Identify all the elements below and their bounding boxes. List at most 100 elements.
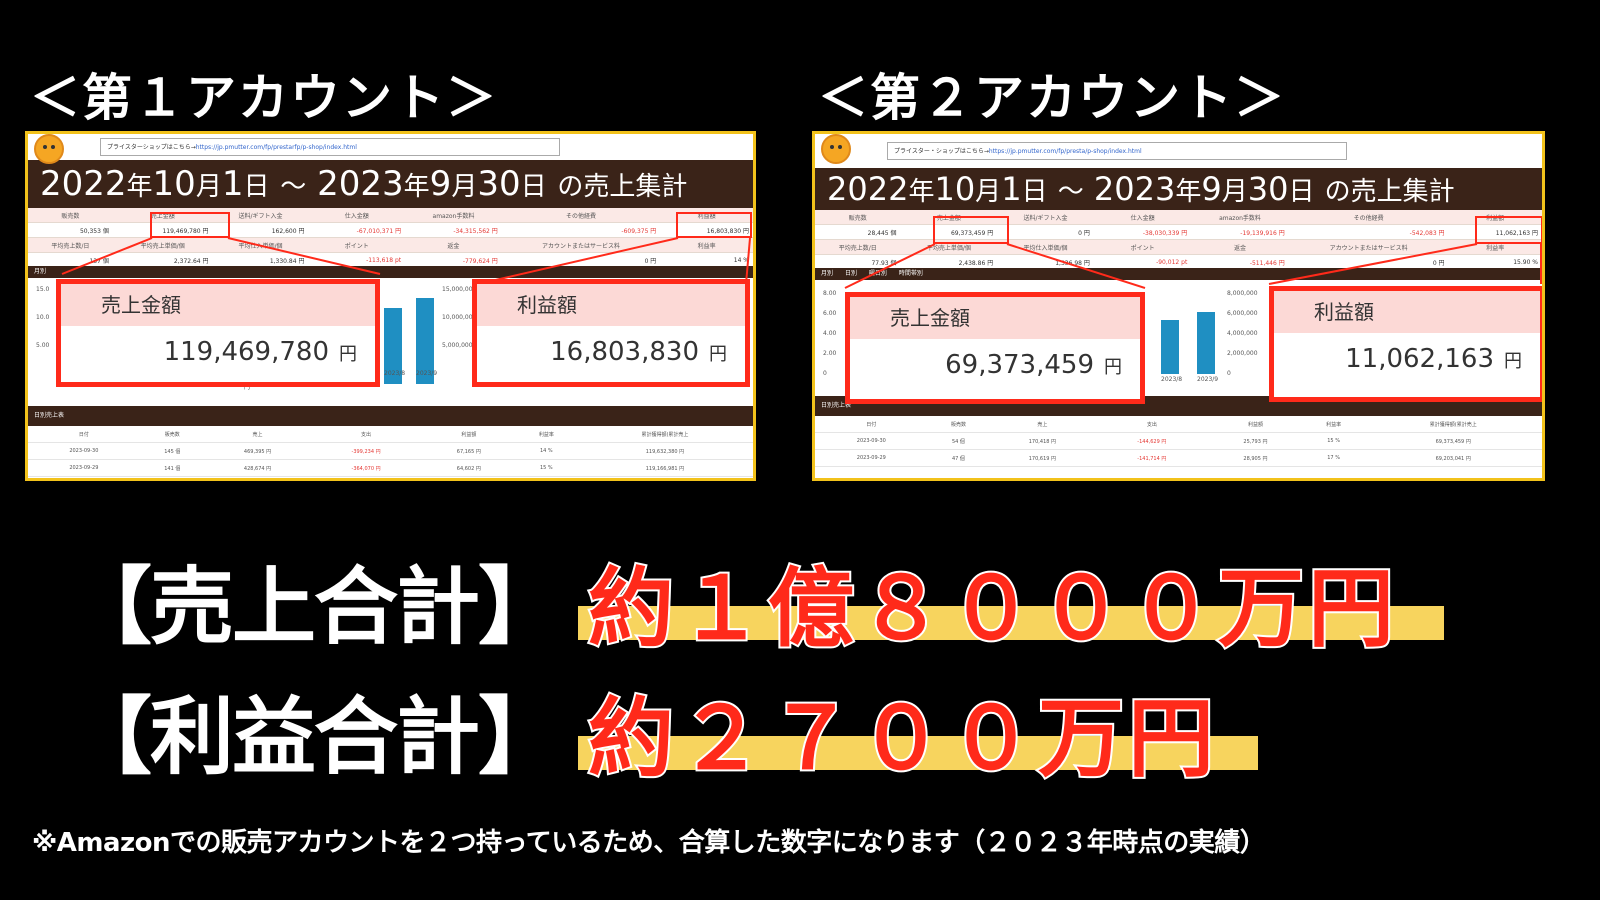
daily-header: 累計獲得額(累計売上: [576, 426, 753, 443]
x-tick-label: 2023/8: [1161, 376, 1183, 383]
axis-left-tick: 6.00: [823, 310, 837, 317]
end-month: 9: [1201, 170, 1222, 208]
mascot-icon: [34, 134, 64, 164]
daily-cell: 170,418 円: [989, 432, 1096, 450]
tab-monthly[interactable]: 月別: [34, 268, 47, 275]
stat-label: 平均仕入単価/個: [212, 237, 309, 253]
period-suffix: の売上集計: [1324, 177, 1455, 207]
sales-callout-label: 売上金額: [61, 284, 375, 326]
profit-callout: 利益額 16,803,830 円: [472, 279, 750, 387]
stat-label: 返金: [1191, 239, 1289, 255]
daily-header: 支出: [1095, 416, 1209, 433]
panel-header: プライスターショップはこちら→https://jp.pmutter.com/fp…: [28, 134, 753, 164]
chart-bar: [384, 308, 402, 384]
stat-label: 利益額: [660, 208, 753, 223]
mascot-icon: [821, 134, 851, 164]
daily-cell: 2023-09-30: [28, 442, 140, 460]
axis-left-tick: 5.00: [36, 342, 50, 349]
daily-cell: 25,793 円: [1208, 432, 1303, 450]
chart-tabs: 月別 日別 曜日別 時間帯別: [815, 268, 1542, 280]
shop-link-text: プライスターショップはこちら→: [107, 144, 196, 151]
daily-cell: 469,395 円: [204, 442, 311, 460]
yen-unit: 円: [1504, 351, 1522, 372]
shop-link[interactable]: https://jp.pmutter.com/fp/presta/p-shop/…: [988, 148, 1142, 155]
chart-bar: [1161, 320, 1179, 374]
sales-callout-value-row: 119,469,780 円: [61, 326, 375, 378]
daily-header: 利益額: [421, 426, 516, 443]
sales-callout-label: 売上金額: [850, 297, 1140, 339]
tab-monthly[interactable]: 月別: [821, 270, 834, 277]
chart-bar: [1197, 312, 1215, 374]
stat-value: -542,083 円: [1288, 224, 1449, 240]
sales-total-label: 【売上合計】: [68, 558, 562, 656]
daily-cell: -399,234 円: [310, 442, 422, 460]
chart-bar: [416, 298, 434, 384]
stats-table: 販売数 売上金額 送料/ギフト入金 仕入金額 amazon手数料 その他経費 利…: [28, 208, 753, 268]
daily-header: 利益率: [1302, 416, 1365, 433]
period-suffix: の売上集計: [557, 172, 688, 202]
daily-header: 利益率: [515, 426, 577, 443]
daily-header: 販売数: [139, 426, 205, 443]
daily-cell: 54 個: [927, 432, 990, 450]
stat-label: 返金: [405, 237, 502, 253]
daily-cell: 28,905 円: [1208, 449, 1303, 467]
footnote: ※Amazonでの販売アカウントを２つ持っているため、合算した数字になります（２…: [32, 828, 1266, 858]
tab-weekday[interactable]: 曜日別: [868, 270, 887, 277]
stat-label: 仕入金額: [308, 208, 406, 223]
stat-label: 送料/ギフト入金: [997, 210, 1094, 225]
daily-header: 売上: [989, 416, 1096, 433]
stat-value: -609,375 円: [501, 222, 661, 238]
stat-label: その他経費: [1288, 210, 1449, 225]
stat-value: -19,139,916 円: [1191, 224, 1289, 240]
daily-cell: 47 個: [927, 449, 990, 467]
start-month: 10: [152, 164, 196, 204]
account1-screenshot: プライスターショップはこちら→https://jp.pmutter.com/fp…: [25, 131, 756, 481]
stat-label: 平均仕入単価/個: [997, 239, 1094, 255]
stat-label: 販売数: [815, 210, 901, 225]
stat-value: -34,315,562 円: [405, 222, 502, 238]
period-title: 2022年10月1日 ～ 2023年9月30日 の売上集計: [815, 168, 1542, 210]
shop-link[interactable]: https://jp.pmutter.com/fp/prestarfp/p-sh…: [195, 144, 357, 151]
daily-header: 累計獲得額(累計売上: [1364, 416, 1542, 433]
tab-daily[interactable]: 日別: [844, 270, 857, 277]
stat-label: 利益率: [660, 237, 753, 253]
sales-callout-value-row: 69,373,459 円: [850, 339, 1140, 391]
daily-header: 日付: [28, 426, 140, 443]
axis-right-tick: 2,000,000: [1227, 350, 1258, 357]
tab-hourly[interactable]: 時間帯別: [898, 270, 923, 277]
day-kanji: 日: [1021, 177, 1048, 207]
stat-value: -38,030,339 円: [1093, 224, 1192, 240]
stats-table: 販売数 売上金額 送料/ギフト入金 仕入金額 amazon手数料 その他経費 利…: [815, 210, 1542, 270]
profit-callout: 利益額 11,062,163 円: [1269, 286, 1542, 402]
table-row: 2023-09-29 141 個 428,674 円 -364,070 円 64…: [28, 459, 753, 477]
daily-table-title: 日別売上表: [28, 406, 753, 426]
year-kanji: 年: [126, 172, 153, 202]
stat-label: 送料/ギフト入金: [212, 208, 309, 223]
stat-label: 販売数: [28, 208, 113, 223]
x-tick-label: 2023/9: [1197, 376, 1219, 383]
sales-total-value: 約１億８０００万円: [586, 557, 1398, 661]
stat-value: 69,373,459 円: [900, 224, 998, 240]
stat-label: ポイント: [1093, 239, 1192, 255]
account2-screenshot: プライスター・ショップはこちら→https://jp.pmutter.com/f…: [812, 131, 1545, 481]
daily-cell: 145 個: [139, 442, 205, 460]
year-kanji: 年: [403, 172, 430, 202]
axis-right-tick: 0: [1227, 370, 1231, 377]
table-row: 2023-09-29 47 個 170,619 円 -141,714 円 28,…: [815, 449, 1542, 467]
end-day: 30: [1247, 170, 1289, 208]
yen-unit: 円: [339, 344, 357, 365]
sales-callout: 売上金額 69,373,459 円: [845, 292, 1145, 404]
daily-cell: 2023-09-30: [815, 432, 928, 450]
stat-label: 売上金額: [112, 208, 213, 223]
daily-cell: 14 %: [515, 442, 577, 460]
profit-total-label: 【利益合計】: [68, 688, 562, 786]
account2-heading: ＜第２アカウント＞: [818, 69, 1286, 127]
profit-callout-label: 利益額: [1274, 291, 1540, 333]
stat-value: 50,353 個: [28, 222, 113, 238]
start-year: 2022: [40, 164, 127, 204]
year-kanji: 年: [1175, 177, 1202, 207]
axis-left-tick: 10.0: [36, 314, 50, 321]
panel-header: プライスター・ショップはこちら→https://jp.pmutter.com/f…: [815, 134, 1542, 168]
stat-label: 仕入金額: [1093, 210, 1192, 225]
profit-highlight-bar: [578, 736, 1258, 770]
